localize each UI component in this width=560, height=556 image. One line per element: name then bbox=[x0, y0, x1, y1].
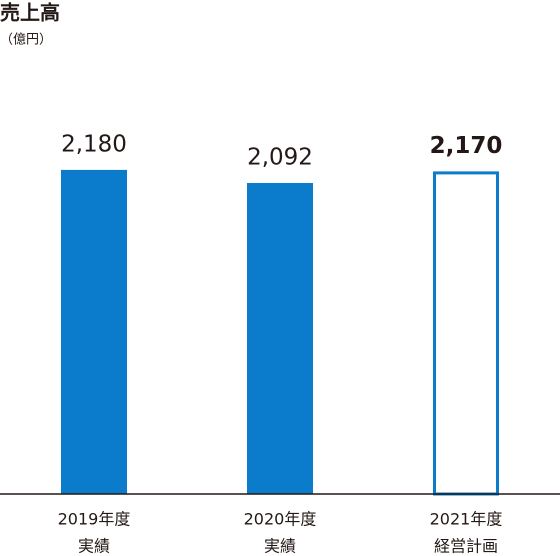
bar bbox=[61, 169, 127, 494]
value-label: 2,092 bbox=[247, 144, 313, 170]
bar bbox=[433, 171, 499, 496]
x-tick-label: 実績 bbox=[264, 537, 296, 556]
x-tick-label: 実績 bbox=[78, 537, 110, 556]
x-tick-label: 経営計画 bbox=[434, 537, 498, 556]
unit-label: （億円） bbox=[0, 32, 52, 48]
x-tick-label: 2019年度 bbox=[58, 510, 131, 529]
chart-title: 売上高 bbox=[0, 1, 60, 25]
x-tick-label: 2021年度 bbox=[430, 510, 503, 529]
value-label: 2,170 bbox=[430, 133, 503, 159]
x-tick-label: 2020年度 bbox=[244, 510, 317, 529]
bar bbox=[247, 182, 313, 495]
value-label: 2,180 bbox=[61, 131, 127, 157]
